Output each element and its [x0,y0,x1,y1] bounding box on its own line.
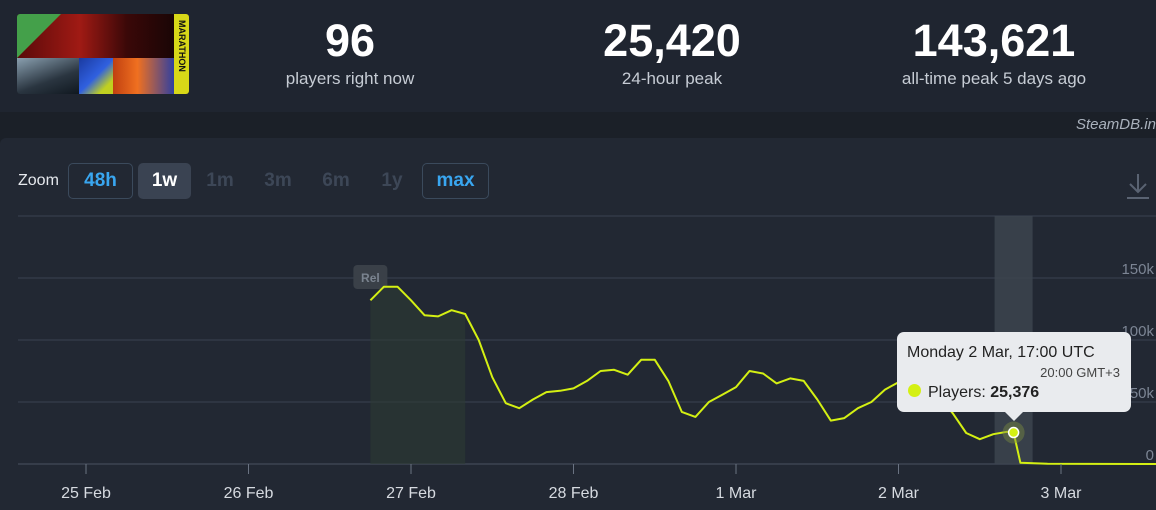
tooltip-series-label: Players: [928,384,991,401]
all-time-peak-stat: 143,621 all-time peak 5 days ago [844,16,1144,90]
capsule-logo-text: MARATHON [177,20,187,72]
tooltip-tail [1005,412,1023,421]
release-flag [353,265,388,289]
x-tick-label: 3 Mar [1041,485,1083,502]
capsule-art-blue [79,58,113,94]
y-tick-label: 0 [1146,447,1154,464]
chart-panel [0,138,1156,510]
zoom-1m-button[interactable]: 1m [206,170,234,191]
capsule-art-orange [113,58,174,94]
zoom-1y-button[interactable]: 1y [381,170,403,191]
peak-24h-label: 24-hour peak [621,69,723,88]
zoom-max-button[interactable]: max [422,163,489,199]
all-time-peak-value: 143,621 [912,15,1076,66]
capsule-corner-badge [17,14,61,58]
y-tick-label: 50k [1130,385,1155,402]
tooltip-series-dot-icon [908,384,921,397]
current-players-label: players right now [285,69,415,88]
tooltip-local-time: 20:00 GMT+3 [1040,365,1120,380]
zoom-1w-button[interactable]: 1w [138,163,191,199]
x-tick-label: 1 Mar [716,485,758,502]
tooltip-players: Players: 25,376 [928,384,1039,402]
peak-24h-stat: 25,420 24-hour peak [522,16,822,90]
capsule-logo-strip [174,14,189,94]
all-time-peak-label: all-time peak 5 days ago [901,69,1087,88]
stats-bar [0,0,1156,112]
zoom-3m-button[interactable]: 3m [264,170,292,191]
chart-tooltip: Monday 2 Mar, 17:00 UTC 20:00 GMT+3 Play… [897,332,1131,412]
steamdb-attribution[interactable]: SteamDB.in [1075,116,1156,133]
zoom-6m-button[interactable]: 6m [322,170,350,191]
y-tick-label: 150k [1121,261,1154,278]
current-players-value: 96 [324,15,376,66]
capsule-art-face [17,58,79,94]
game-capsule-image[interactable]: MARATHON [17,14,189,94]
x-tick-label: 26 Feb [224,485,274,502]
current-players-stat: 96 players right now [200,16,500,90]
release-shade [370,286,466,464]
tooltip-datetime: Monday 2 Mar, 17:00 UTC [907,344,1095,361]
x-tick-label: 2 Mar [878,485,920,502]
players-series-line [369,285,1156,465]
zoom-label: Zoom [18,172,59,189]
release-flag-label: Rel [361,271,380,285]
x-tick-label: 27 Feb [386,485,436,502]
tooltip-players-value: 25,376 [990,384,1040,401]
x-tick-label: 25 Feb [61,485,111,502]
download-icon[interactable] [1126,172,1150,200]
highlight-point [1007,426,1020,439]
zoom-48h-button[interactable]: 48h [68,163,133,199]
x-tick-label: 28 Feb [549,485,599,502]
peak-24h-value: 25,420 [603,15,741,66]
